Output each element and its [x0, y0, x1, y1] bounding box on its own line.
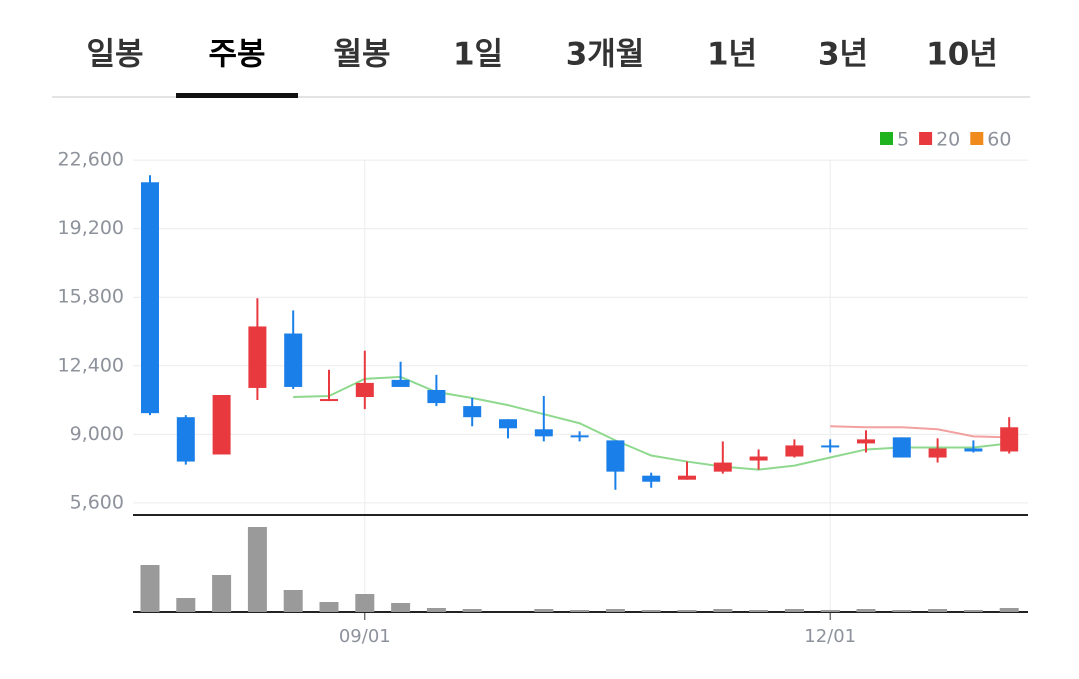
candle-body [713, 462, 732, 472]
candle-body [391, 379, 410, 387]
candle-body [463, 406, 482, 418]
tab[interactable]: 일봉 [86, 37, 143, 73]
y-tick-label: 5,600 [70, 491, 124, 513]
candle-body [1000, 427, 1019, 452]
x-tick-label: 12/01 [804, 626, 856, 647]
candle-body [320, 399, 338, 402]
volume-bar [355, 594, 375, 612]
volume-bar [677, 610, 697, 612]
volume-bar [426, 608, 446, 612]
ma-line [293, 375, 1010, 471]
y-tick-label: 12,400 [58, 354, 124, 376]
volume-bar [212, 575, 232, 612]
candle-body [606, 440, 625, 472]
candle-body [892, 437, 911, 458]
volume-bar [534, 609, 554, 612]
volume-bar [784, 609, 804, 612]
candle-body [427, 389, 446, 404]
legend-swatch [919, 132, 933, 145]
candle-body [284, 333, 303, 387]
candle-body [821, 445, 840, 448]
volume-bar [319, 602, 339, 612]
x-tick-label: 09/01 [339, 626, 391, 647]
legend-label: 5 [897, 129, 909, 151]
tab[interactable]: 주봉 [208, 37, 265, 73]
legend-swatch [970, 132, 984, 145]
candle-body [248, 326, 267, 388]
candle-body [499, 419, 517, 429]
candle-body [141, 182, 159, 414]
ma-line [830, 425, 1010, 439]
volume-bar [641, 610, 661, 612]
y-tick-label: 19,200 [58, 217, 124, 239]
tab[interactable]: 3개월 [566, 37, 645, 73]
volume-bar [999, 608, 1019, 612]
volume-bar [391, 603, 411, 612]
candle-body [964, 448, 983, 452]
volume-bar [140, 565, 160, 612]
volume-bar [820, 610, 840, 612]
tab[interactable]: 10년 [926, 37, 998, 73]
tab[interactable]: 1일 [453, 37, 503, 73]
volume-bar [176, 598, 196, 612]
candle-body [570, 435, 589, 438]
volume-bar [462, 609, 482, 612]
candle-body [857, 439, 875, 444]
volume-bar [283, 590, 303, 612]
candle-body [678, 475, 696, 480]
volume-bar [856, 609, 876, 612]
candle-body [355, 382, 374, 398]
legend-label: 20 [936, 129, 960, 151]
volume-bar [749, 610, 769, 612]
volume-bar [892, 610, 912, 612]
y-tick-label: 9,000 [70, 423, 124, 445]
volume-bar [713, 609, 733, 612]
y-tick-label: 22,600 [58, 149, 124, 171]
tab[interactable]: 월봉 [333, 37, 390, 73]
candle-body [176, 417, 195, 462]
tab-underline [176, 93, 298, 98]
volume-bar [928, 609, 948, 612]
candle-body [534, 429, 553, 437]
candle-body [642, 475, 661, 482]
candle-body [212, 395, 231, 455]
volume-bar [963, 610, 983, 612]
candle-body [928, 448, 947, 458]
candle-body [785, 445, 804, 457]
tab[interactable]: 3년 [818, 37, 868, 73]
volume-bar [605, 609, 625, 612]
legend-swatch [880, 132, 893, 145]
legend-label: 60 [987, 129, 1011, 151]
volume-bar [247, 527, 267, 612]
y-tick-label: 15,800 [58, 286, 124, 308]
volume-bar [570, 610, 590, 612]
candle-body [749, 456, 768, 461]
tab[interactable]: 1년 [707, 37, 757, 73]
